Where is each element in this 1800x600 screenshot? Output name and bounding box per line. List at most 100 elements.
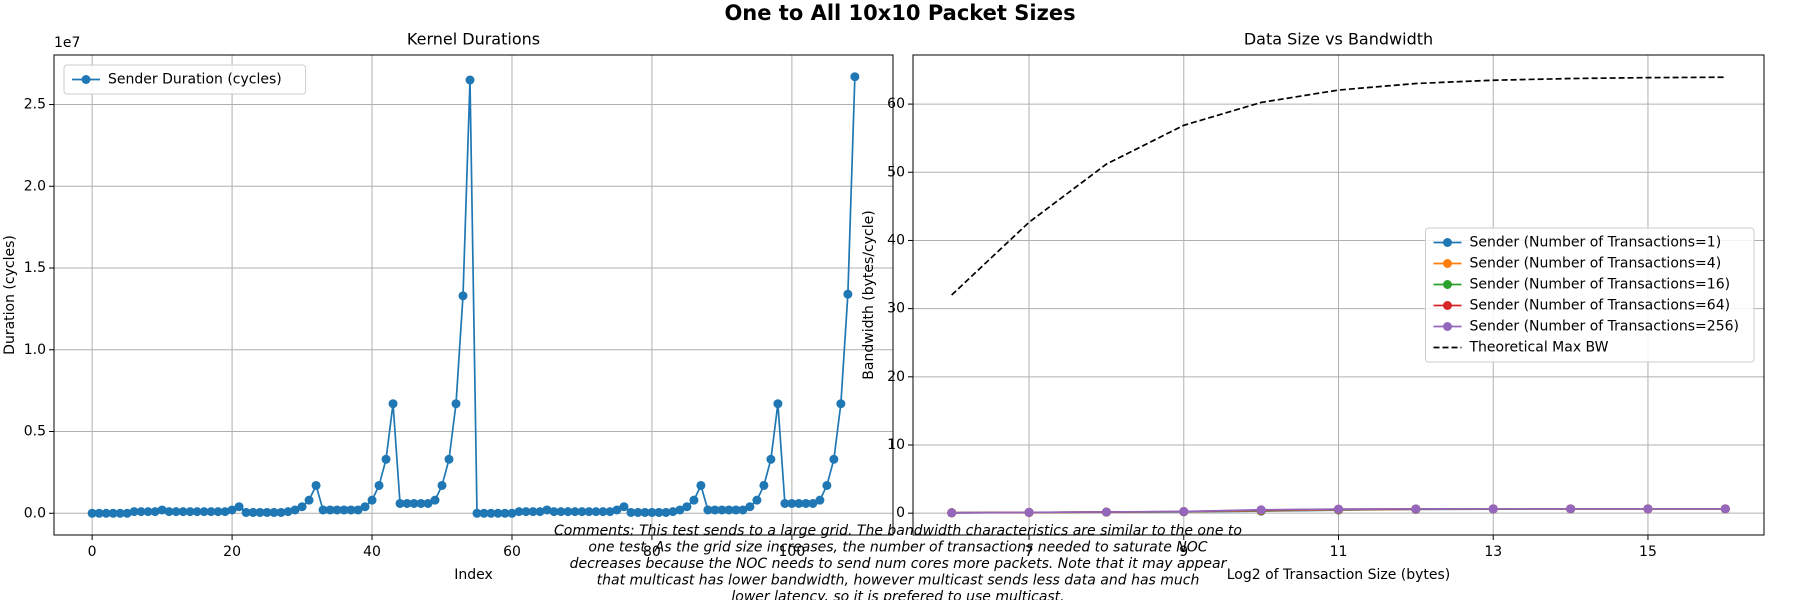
data-point	[451, 399, 461, 409]
data-point	[626, 507, 636, 517]
data-point	[199, 507, 209, 517]
data-point	[598, 507, 608, 517]
data-point	[339, 505, 349, 515]
y-tick-label: 10	[887, 437, 905, 453]
data-point	[1101, 507, 1111, 517]
data-point	[437, 480, 447, 490]
data-point	[255, 507, 265, 517]
data-point	[1720, 504, 1730, 514]
data-point	[759, 480, 769, 490]
data-point	[458, 291, 468, 301]
data-point	[521, 507, 531, 517]
data-point	[388, 399, 398, 409]
data-point	[570, 507, 580, 517]
legend-marker	[1443, 322, 1452, 331]
data-point	[661, 507, 671, 517]
data-point	[787, 498, 797, 508]
legend-label: Sender (Number of Transactions=256)	[1470, 319, 1739, 335]
data-point	[143, 507, 153, 517]
figure-title: One to All 10x10 Packet Sizes	[724, 1, 1075, 25]
y-axis-label: Duration (cycles)	[2, 235, 18, 355]
x-tick-label: 13	[1484, 544, 1502, 560]
data-point	[1334, 504, 1343, 514]
series-line	[951, 76, 1726, 296]
legend-label: Sender (Number of Transactions=4)	[1470, 256, 1722, 272]
data-point	[157, 505, 167, 515]
data-point	[815, 495, 825, 505]
data-point	[689, 495, 699, 505]
data-point	[444, 454, 454, 464]
data-point	[640, 507, 650, 517]
data-point	[584, 507, 594, 517]
data-point	[311, 480, 321, 490]
y-tick-label: 60	[887, 96, 905, 112]
data-point	[493, 508, 503, 518]
data-point	[423, 498, 433, 508]
data-point	[262, 507, 272, 517]
x-tick-label: 40	[363, 544, 381, 560]
y-tick-label: 0.5	[24, 424, 46, 440]
legend-marker	[1443, 301, 1452, 310]
data-point	[367, 495, 377, 505]
data-point	[563, 507, 573, 517]
data-point	[500, 508, 510, 518]
legend-box	[63, 64, 307, 95]
data-point	[101, 508, 111, 518]
comment-line: one test. As the grid size increases, th…	[588, 540, 1207, 556]
data-point	[150, 507, 160, 517]
data-point	[416, 498, 426, 508]
data-point	[703, 505, 713, 515]
data-point	[283, 507, 293, 517]
x-axis-label: Log2 of Transaction Size (bytes)	[1227, 567, 1451, 583]
data-point	[353, 505, 363, 515]
data-point	[479, 508, 489, 518]
legend-marker	[81, 75, 91, 84]
y-tick-label: 2.5	[24, 97, 46, 113]
data-point	[360, 502, 370, 512]
data-point	[549, 507, 559, 517]
data-point	[115, 508, 125, 518]
data-point	[472, 508, 482, 518]
legend-label: Sender (Number of Transactions=16)	[1470, 277, 1731, 293]
data-point	[696, 480, 706, 490]
data-point	[318, 505, 328, 515]
data-point	[192, 507, 202, 517]
data-point	[1256, 505, 1266, 515]
data-point	[332, 505, 342, 515]
data-point	[374, 480, 384, 490]
axes-frame	[53, 54, 894, 536]
data-point	[619, 502, 629, 512]
y-axis-label: Bandwidth (bytes/cycle)	[861, 210, 877, 379]
data-point	[773, 399, 783, 409]
data-point	[395, 498, 405, 508]
y-tick-label: 50	[887, 164, 905, 180]
data-point	[171, 507, 181, 517]
data-point	[822, 480, 832, 490]
data-point	[220, 507, 230, 517]
x-tick-label: 100	[779, 544, 806, 560]
data-point	[577, 507, 587, 517]
data-point	[1179, 506, 1189, 516]
x-tick-label: 0	[88, 544, 97, 560]
legend-marker	[1443, 280, 1452, 289]
x-tick-label: 60	[503, 544, 521, 560]
data-point	[486, 508, 496, 518]
data-point	[801, 498, 811, 508]
data-point	[591, 507, 601, 517]
data-point	[850, 72, 860, 82]
x-tick-label: 20	[223, 544, 241, 560]
data-point	[122, 508, 132, 518]
data-point	[1024, 507, 1034, 517]
data-point	[1488, 504, 1498, 514]
x-tick-label: 80	[643, 544, 661, 560]
data-point	[843, 289, 853, 299]
data-point	[297, 502, 307, 512]
x-tick-label: 11	[1330, 544, 1348, 560]
x-axis-label: Index	[454, 567, 493, 583]
data-point	[129, 507, 139, 517]
y-tick-label: 1.0	[24, 342, 46, 358]
data-point	[1411, 504, 1421, 514]
data-point	[507, 508, 517, 518]
